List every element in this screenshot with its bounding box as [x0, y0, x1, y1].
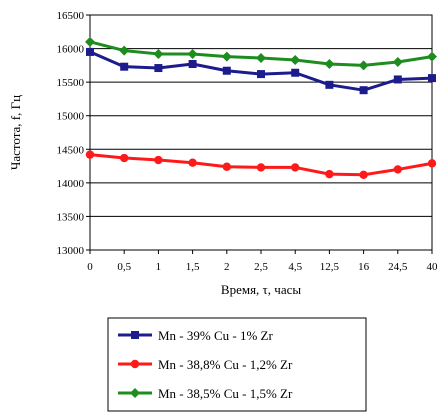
data-point [222, 66, 231, 75]
x-axis-title: Время, τ, часы [221, 282, 301, 297]
y-tick-label: 14500 [57, 144, 85, 156]
gridlines [90, 14, 432, 251]
legend-marker [130, 359, 140, 369]
data-point [427, 51, 437, 62]
data-point [291, 163, 300, 172]
data-point [86, 47, 94, 56]
y-tick-label: 15500 [57, 77, 85, 89]
legend-marker [131, 331, 139, 339]
data-point [256, 163, 266, 172]
data-point [85, 36, 95, 47]
data-point [154, 155, 163, 165]
x-tick-label: 4,5 [288, 261, 302, 273]
data-point [325, 80, 334, 89]
y-tick-label: 16500 [57, 10, 85, 22]
x-axis-ticks: 0 0,5 1 1,5 2 2,5 4,5 12,5 16 24,5 40 [87, 250, 438, 273]
data-point [120, 62, 129, 71]
x-tick-label: 1 [156, 261, 162, 273]
data-point [120, 153, 129, 163]
x-tick-label: 1,5 [186, 261, 200, 273]
series-2 [85, 150, 437, 179]
data-point [392, 57, 403, 67]
data-point [358, 60, 369, 71]
data-point [359, 170, 368, 179]
data-point [257, 70, 265, 79]
x-tick-label: 0 [87, 261, 93, 273]
data-point [325, 169, 334, 179]
data-point [153, 48, 164, 59]
legend: Mn - 39% Cu - 1% Zr Mn - 38,8% Cu - 1,2% … [107, 317, 367, 412]
series-3 [85, 36, 437, 71]
data-point [187, 48, 198, 59]
legend-label: Mn - 39% Cu - 1% Zr [158, 328, 273, 343]
data-point [291, 68, 300, 77]
legend-marker [130, 388, 140, 398]
data-point [154, 64, 163, 73]
y-axis-ticks: 13000 13500 14000 14500 15000 15500 16000 16500 [57, 10, 90, 257]
series-1 [86, 47, 436, 95]
data-point [256, 52, 266, 63]
legend-item: Mn - 39% Cu - 1% Zr [118, 328, 273, 343]
legend-item: Mn - 38,8% Cu - 1,2% Zr [118, 357, 293, 372]
x-tick-label: 2,5 [254, 261, 268, 273]
y-tick-label: 14000 [57, 178, 85, 190]
data-point [85, 150, 95, 159]
data-point [324, 59, 335, 70]
x-tick-label: 16 [358, 261, 370, 273]
x-tick-label: 40 [427, 261, 439, 273]
y-tick-label: 15000 [57, 111, 85, 123]
data-point [359, 86, 368, 95]
data-point [427, 159, 437, 168]
x-tick-label: 0,5 [117, 261, 131, 273]
legend-label: Mn - 38,8% Cu - 1,2% Zr [158, 357, 293, 372]
y-tick-label: 13000 [57, 245, 85, 257]
x-tick-label: 24,5 [388, 261, 408, 273]
data-point [188, 60, 197, 69]
data-point [221, 51, 232, 62]
y-axis-title: Частота, f, Гц [8, 95, 23, 170]
x-tick-label: 2 [224, 261, 230, 273]
y-tick-label: 13500 [57, 211, 85, 223]
data-point [119, 45, 130, 56]
data-point [290, 54, 301, 65]
data-point [188, 158, 197, 167]
series-layer [85, 36, 437, 179]
data-point [393, 165, 402, 174]
x-tick-label: 12,5 [320, 261, 340, 273]
data-point [393, 75, 402, 84]
legend-label: Mn - 38,5% Cu - 1,5% Zr [158, 386, 293, 401]
data-point [222, 162, 231, 171]
plot-area-frame [89, 14, 433, 251]
data-point [428, 74, 436, 83]
y-tick-label: 16000 [57, 44, 85, 56]
legend-item: Mn - 38,5% Cu - 1,5% Zr [118, 386, 293, 401]
